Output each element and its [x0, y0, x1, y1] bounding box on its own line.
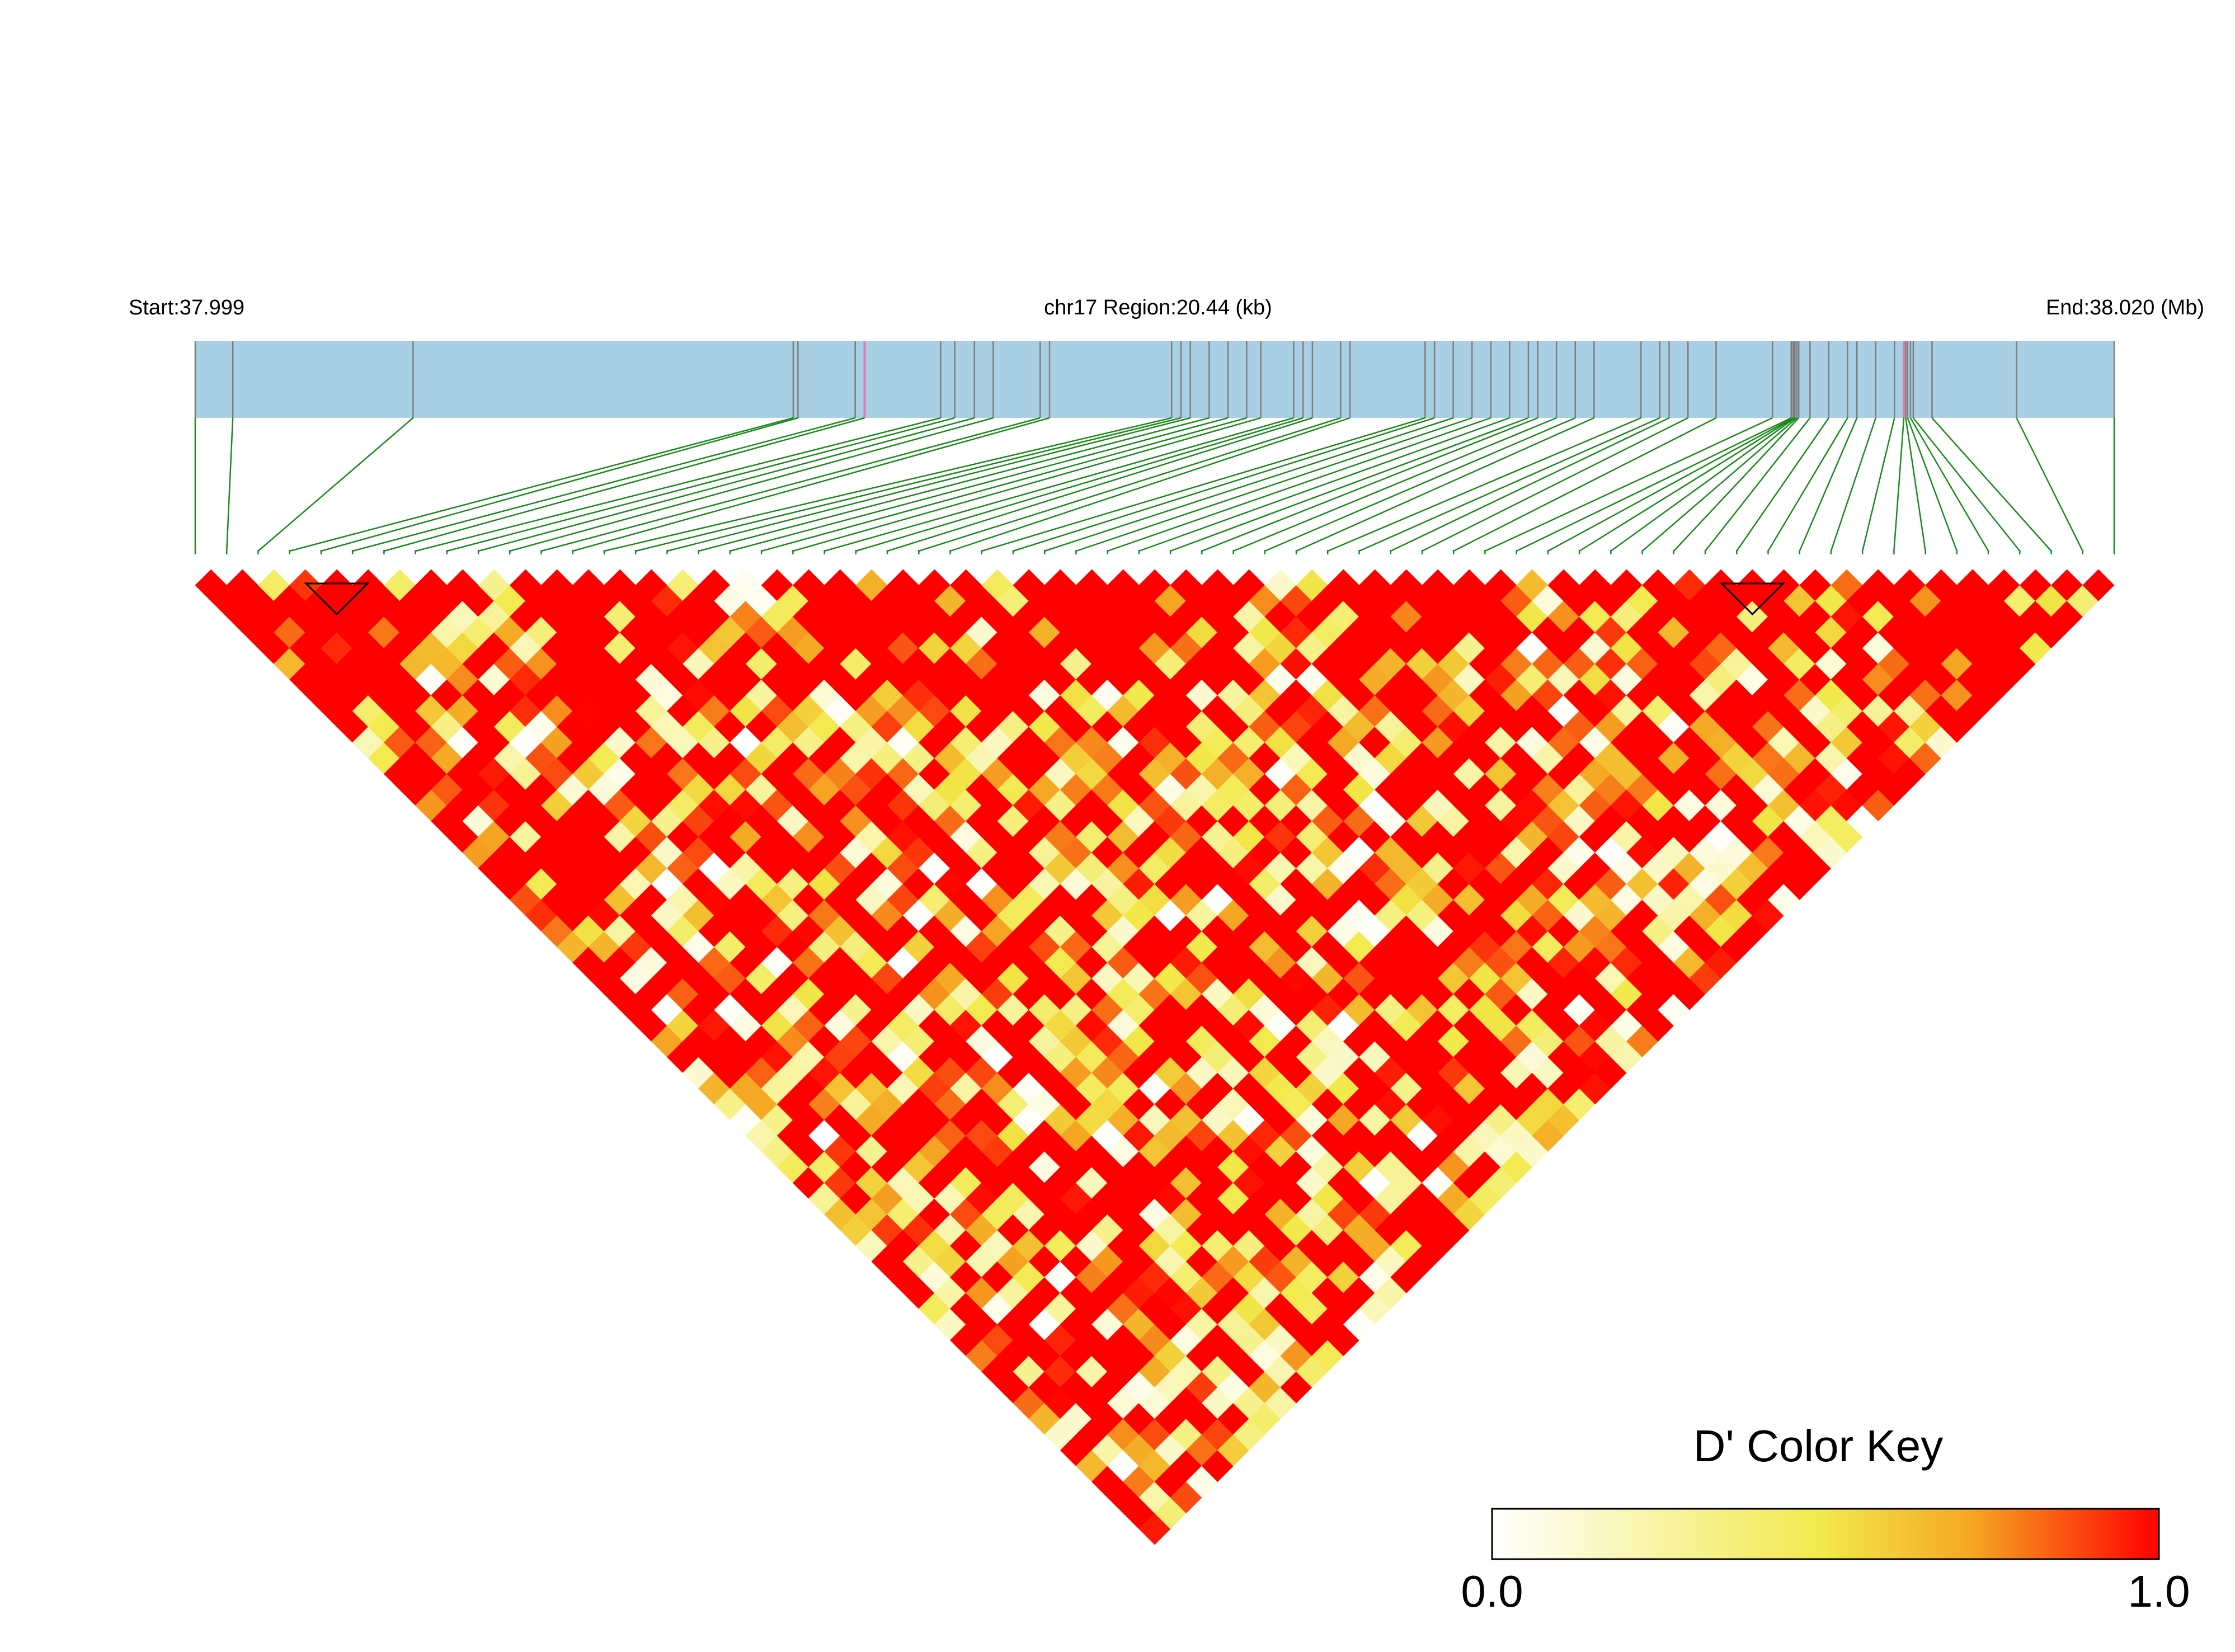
region-label: chr17 Region:20.44 (kb) [1044, 296, 1272, 319]
snp-connector [855, 417, 1304, 552]
snp-connector [1107, 417, 1491, 552]
start-label: Start:37.999 [129, 296, 244, 319]
snp-connector [1893, 417, 1905, 552]
ld-heatmap [195, 569, 2115, 1545]
snp-connector [1579, 417, 1795, 552]
snp-connector [981, 417, 1425, 552]
snp-connector [667, 417, 1191, 552]
snp-connector [1705, 417, 1811, 552]
snp-connector [2016, 417, 2083, 552]
snp-connector [887, 417, 1313, 552]
snp-connector [918, 417, 1341, 552]
snp-connector [415, 417, 941, 552]
snp-connector [1905, 417, 1926, 552]
snp-connector [1264, 417, 1576, 552]
snp-connector [1422, 417, 1688, 552]
snp-connector [1767, 417, 1848, 552]
snp-connector [1516, 417, 1792, 552]
snp-connector [730, 417, 1229, 552]
snp-connector [761, 417, 1247, 552]
color-key-bar [1491, 1508, 2160, 1560]
ld-cell [2082, 569, 2115, 601]
snp-connector [541, 417, 1041, 552]
snp-connector [1358, 417, 1660, 552]
snp-connector [1931, 417, 2052, 552]
snp-connector [446, 417, 955, 552]
end-label: End:38.020 (Mb) [2046, 296, 2204, 319]
snp-connector [572, 417, 1050, 552]
snp-connector [604, 417, 1172, 552]
snp-connector [824, 417, 1294, 552]
snp-connector [1610, 417, 1796, 552]
snp-connector [1909, 417, 1989, 552]
region-bar [195, 341, 2114, 418]
color-key-min-label: 0.0 [1461, 1566, 1523, 1616]
snp-connector [352, 417, 856, 552]
snp-connector [225, 417, 234, 552]
block-markers [304, 582, 1785, 616]
snp-connector [1547, 417, 1794, 552]
snp-connectors [194, 417, 2115, 554]
snp-connector [1201, 417, 1538, 552]
block-marker-triangle [304, 582, 370, 616]
snp-connector [1673, 417, 1800, 552]
snp-connector [1912, 417, 2021, 552]
snp-connector [1170, 417, 1529, 552]
snp-connector [1907, 417, 1958, 552]
snp-connector [1390, 417, 1670, 552]
snp-connector [635, 417, 1182, 552]
snp-connector [1327, 417, 1641, 552]
snp-connector [509, 417, 994, 552]
snp-connector [1799, 417, 1858, 552]
snp-connector [698, 417, 1210, 552]
snp-connector [1736, 417, 1829, 552]
snp-connector [793, 417, 1261, 552]
snp-connector [1296, 417, 1594, 552]
snp-connector [1861, 417, 1895, 552]
snp-connector [1830, 417, 1876, 552]
snp-connector [321, 417, 798, 552]
snp-connector [1233, 417, 1557, 552]
block-marker-triangle [1719, 582, 1785, 616]
snp-connector [1641, 417, 1798, 552]
snp-position-lines [194, 341, 2115, 418]
color-key-title: D' Color Key [1693, 1421, 1944, 1471]
snp-connector [1453, 417, 1717, 552]
color-key-max-label: 1.0 [2128, 1566, 2190, 1616]
snp-connector [257, 417, 414, 552]
snp-connector [1484, 417, 1773, 552]
snp-connector [950, 417, 1351, 552]
snp-connector [1013, 417, 1435, 552]
snp-connector [1076, 417, 1472, 552]
snp-connector [1044, 417, 1454, 552]
snp-connector [1138, 417, 1510, 552]
snp-connector [384, 417, 865, 552]
snp-connector [289, 417, 794, 552]
snp-connector [478, 417, 975, 552]
